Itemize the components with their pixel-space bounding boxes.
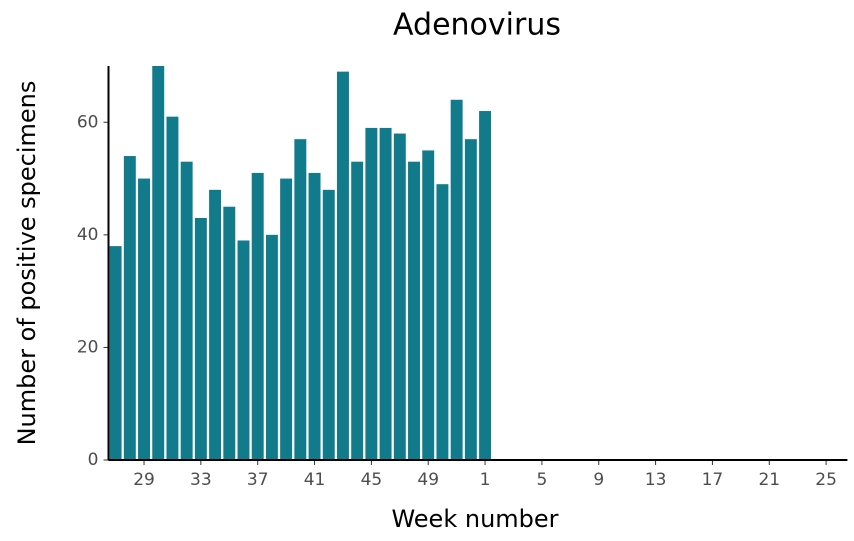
bar bbox=[308, 172, 321, 460]
bar bbox=[194, 217, 207, 460]
chart-title: Adenovirus bbox=[393, 8, 561, 43]
bar bbox=[479, 111, 492, 461]
bar bbox=[251, 172, 264, 460]
bar bbox=[280, 178, 293, 461]
x-tick-label: 1 bbox=[480, 470, 491, 490]
bar bbox=[450, 99, 463, 461]
bar bbox=[436, 184, 449, 460]
y-axis-title: Number of positive specimens bbox=[13, 81, 41, 446]
bar bbox=[379, 127, 392, 461]
x-tick-label: 9 bbox=[593, 470, 604, 490]
y-tick-label: 40 bbox=[77, 225, 99, 245]
bar bbox=[365, 127, 378, 461]
x-tick-label: 49 bbox=[417, 470, 439, 490]
bar bbox=[265, 234, 278, 460]
bar bbox=[393, 133, 406, 461]
bar bbox=[180, 161, 193, 460]
x-axis-title: Week number bbox=[391, 505, 558, 533]
x-tick-label: 5 bbox=[536, 470, 547, 490]
bar bbox=[223, 206, 236, 460]
bar bbox=[123, 156, 136, 461]
x-tick-label: 17 bbox=[702, 470, 724, 490]
x-tick-label: 25 bbox=[815, 470, 837, 490]
bar bbox=[294, 139, 307, 460]
bar bbox=[109, 246, 122, 460]
bar bbox=[336, 71, 349, 460]
x-tick-label: 33 bbox=[190, 470, 212, 490]
y-tick-label: 20 bbox=[77, 337, 99, 357]
x-tick-label: 41 bbox=[304, 470, 326, 490]
x-tick-label: 37 bbox=[247, 470, 269, 490]
x-tick-label: 21 bbox=[758, 470, 780, 490]
bar bbox=[422, 150, 435, 460]
bar bbox=[464, 139, 477, 460]
bar bbox=[322, 189, 335, 461]
bar bbox=[166, 116, 179, 461]
x-tick-label: 45 bbox=[361, 470, 383, 490]
y-tick-label: 60 bbox=[77, 112, 99, 132]
x-tick-label: 29 bbox=[133, 470, 155, 490]
bar bbox=[138, 178, 150, 461]
x-tick-label: 13 bbox=[645, 470, 667, 490]
y-tick-label: 0 bbox=[88, 450, 99, 470]
bar bbox=[351, 161, 364, 460]
bar bbox=[408, 161, 420, 460]
bar bbox=[152, 66, 165, 460]
bar bbox=[209, 189, 222, 461]
bar bbox=[237, 240, 250, 460]
